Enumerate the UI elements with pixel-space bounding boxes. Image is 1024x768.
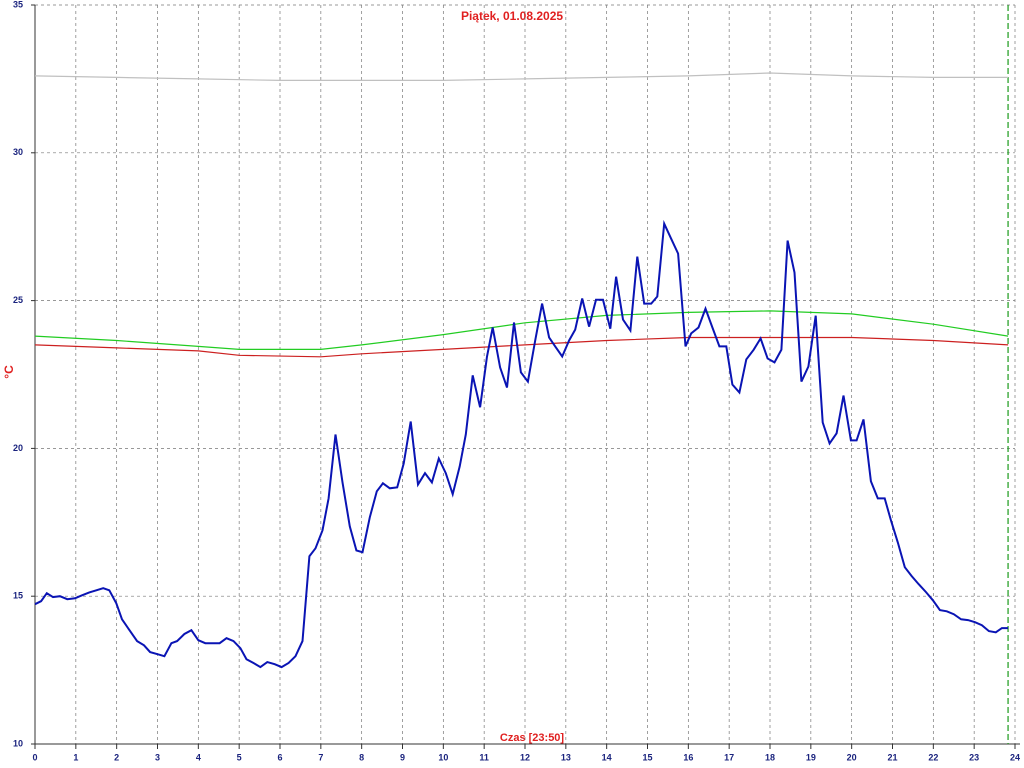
x-tick-label: 17: [724, 752, 734, 762]
x-tick-label: 5: [237, 752, 242, 762]
x-axis-label: Czas [23:50]: [500, 732, 565, 744]
x-tick-label: 21: [887, 752, 897, 762]
series-line: [34, 72, 1009, 81]
y-tick-label: 10: [13, 738, 23, 748]
y-tick-label: 30: [13, 147, 23, 157]
x-tick-label: 2: [114, 752, 119, 762]
x-tick-label: 15: [642, 752, 652, 762]
x-tick-label: 13: [561, 752, 571, 762]
x-tick-label: 4: [196, 752, 201, 762]
series-line: [34, 336, 1009, 358]
x-tick-label: 22: [928, 752, 938, 762]
x-tick-label: 10: [438, 752, 448, 762]
series-line: [34, 219, 1009, 669]
x-tick-label: 14: [602, 752, 612, 762]
chart-title: Piątek, 01.08.2025: [461, 9, 563, 23]
series-line: [34, 310, 1009, 350]
x-tick-label: 1: [73, 752, 78, 762]
y-tick-label: 25: [13, 295, 23, 305]
x-tick-label: 3: [155, 752, 160, 762]
x-tick-label: 9: [400, 752, 405, 762]
y-tick-label: 20: [13, 443, 23, 453]
x-tick-label: 20: [847, 752, 857, 762]
y-tick-label: 15: [13, 591, 23, 601]
x-tick-label: 6: [277, 752, 282, 762]
x-tick-label: 16: [683, 752, 693, 762]
x-tick-label: 24: [1010, 752, 1020, 762]
x-tick-label: 7: [318, 752, 323, 762]
x-tick-label: 12: [520, 752, 530, 762]
x-tick-label: 0: [32, 752, 37, 762]
y-tick-label: 35: [13, 0, 23, 9]
y-axis-label: °C: [2, 365, 16, 379]
x-tick-label: 18: [765, 752, 775, 762]
x-tick-label: 11: [479, 752, 489, 762]
x-tick-label: 23: [969, 752, 979, 762]
x-tick-label: 19: [806, 752, 816, 762]
x-tick-label: 8: [359, 752, 364, 762]
